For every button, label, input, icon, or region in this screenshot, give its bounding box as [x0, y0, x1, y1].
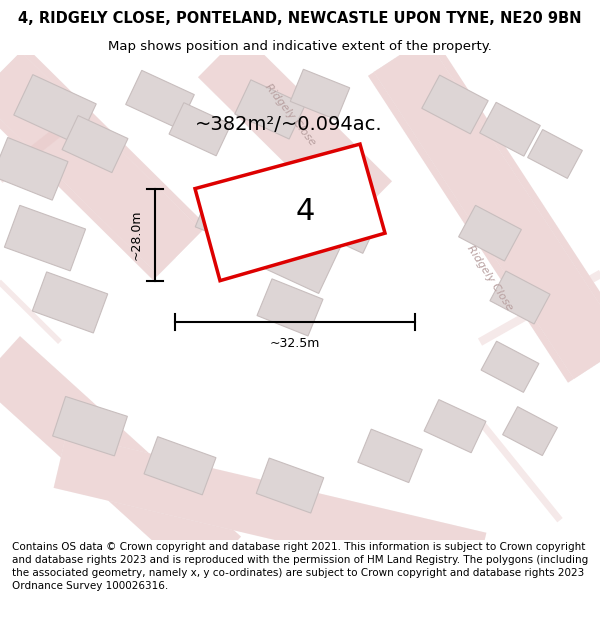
Text: 4, RIDGELY CLOSE, PONTELAND, NEWCASTLE UPON TYNE, NE20 9BN: 4, RIDGELY CLOSE, PONTELAND, NEWCASTLE U… — [18, 11, 582, 26]
Polygon shape — [235, 80, 305, 139]
Polygon shape — [358, 429, 422, 483]
Polygon shape — [144, 437, 216, 495]
Text: Ridgely Close: Ridgely Close — [263, 81, 317, 148]
Polygon shape — [195, 144, 385, 281]
Polygon shape — [256, 458, 324, 513]
Polygon shape — [0, 138, 68, 200]
Polygon shape — [503, 407, 557, 456]
Text: Contains OS data © Crown copyright and database right 2021. This information is : Contains OS data © Crown copyright and d… — [12, 542, 588, 591]
Text: ~382m²/~0.094ac.: ~382m²/~0.094ac. — [195, 115, 383, 134]
Text: Ridgely Close: Ridgely Close — [465, 243, 515, 312]
Polygon shape — [4, 206, 86, 271]
Polygon shape — [169, 102, 231, 156]
Polygon shape — [14, 74, 96, 144]
Polygon shape — [527, 129, 583, 178]
Polygon shape — [310, 193, 380, 253]
Polygon shape — [458, 206, 521, 261]
Polygon shape — [125, 71, 194, 129]
Polygon shape — [32, 272, 108, 333]
Text: Map shows position and indicative extent of the property.: Map shows position and indicative extent… — [108, 39, 492, 52]
Polygon shape — [257, 279, 323, 336]
Polygon shape — [195, 188, 265, 248]
Polygon shape — [62, 116, 128, 172]
Polygon shape — [290, 69, 350, 120]
Polygon shape — [233, 192, 347, 293]
Text: ~28.0m: ~28.0m — [130, 209, 143, 260]
Polygon shape — [53, 396, 127, 456]
Polygon shape — [424, 399, 486, 452]
Polygon shape — [422, 75, 488, 134]
Text: 4: 4 — [295, 197, 314, 226]
Polygon shape — [480, 102, 540, 156]
Polygon shape — [481, 341, 539, 392]
Polygon shape — [490, 271, 550, 324]
Text: ~32.5m: ~32.5m — [270, 337, 320, 350]
